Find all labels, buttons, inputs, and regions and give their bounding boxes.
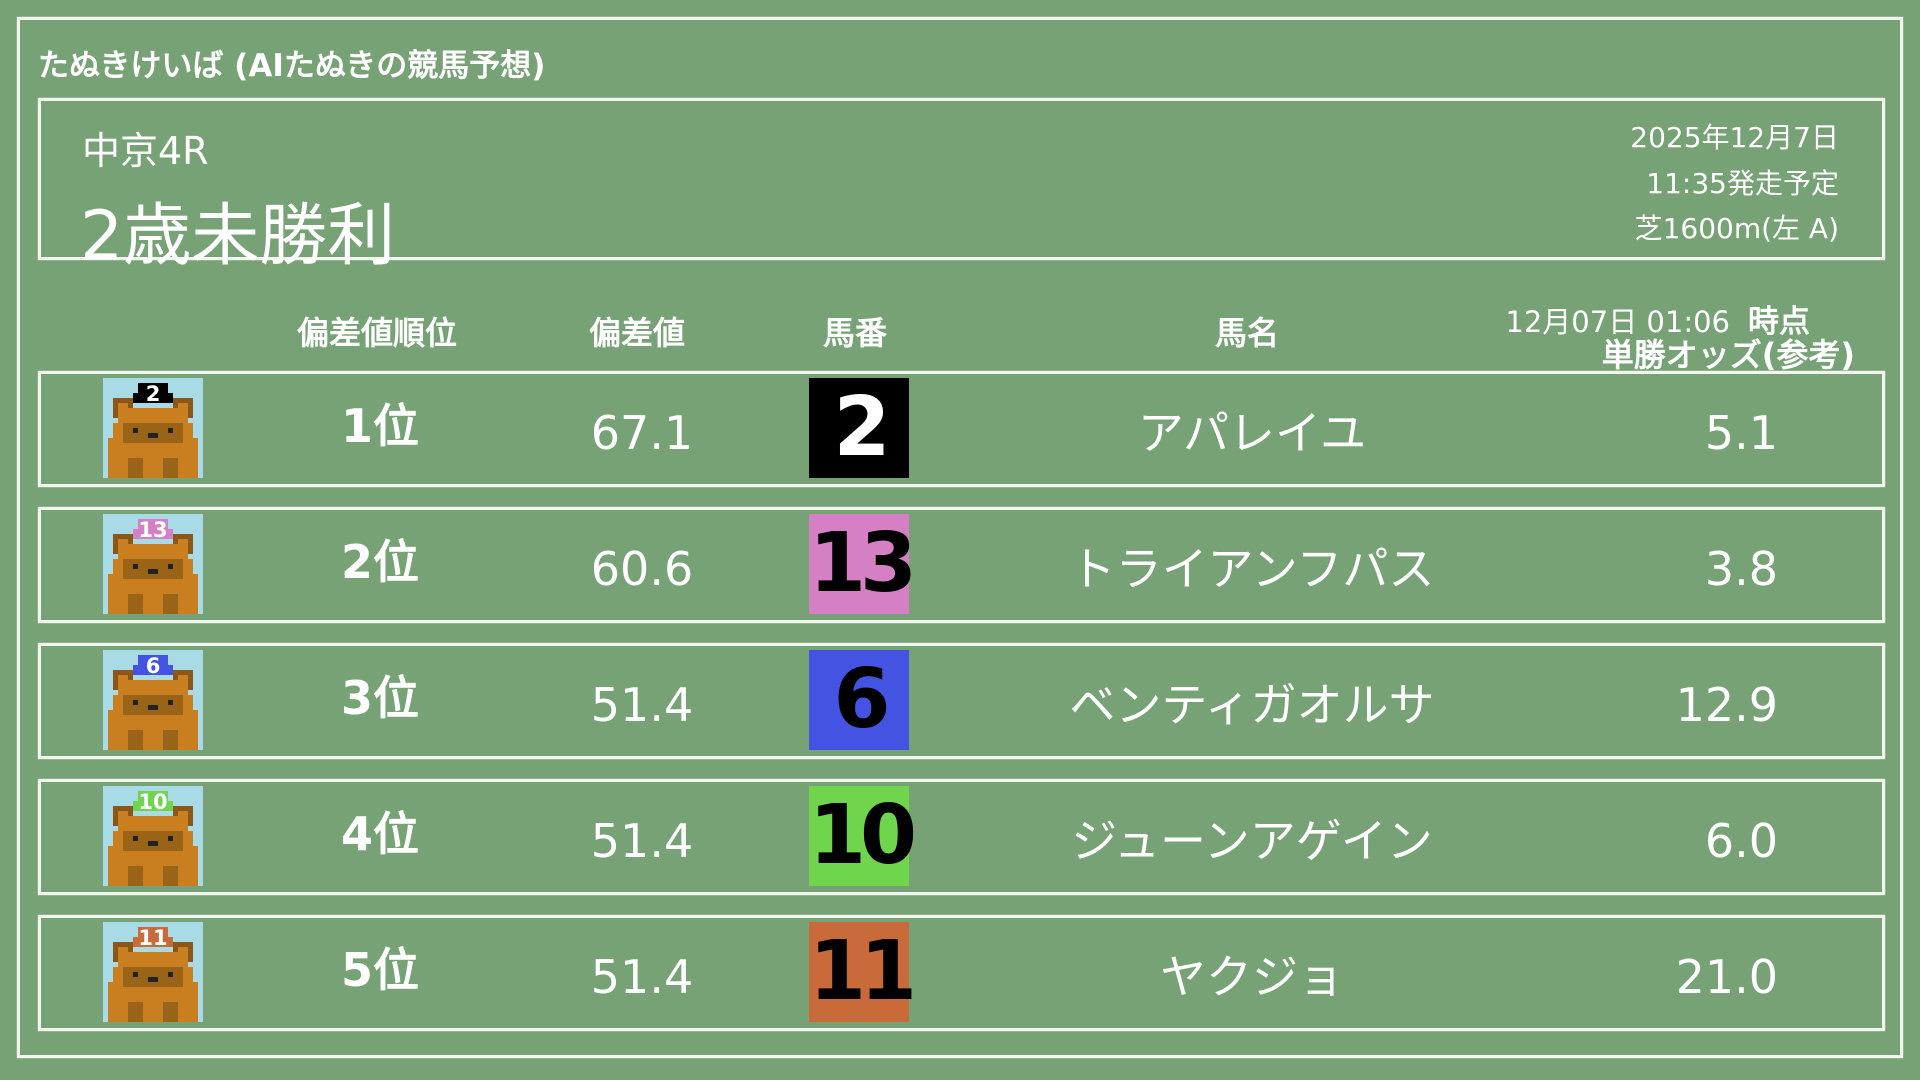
- score-value: 51.4: [590, 950, 694, 1004]
- app-title: たぬきけいば (AIたぬきの競馬予想): [38, 48, 546, 84]
- rank-value: 2位: [340, 535, 420, 589]
- svg-text:6: 6: [146, 654, 161, 678]
- rank-value: 3位: [340, 671, 420, 725]
- odds-value: 3.8: [1704, 542, 1778, 596]
- horse-number-badge: 11: [809, 922, 917, 1022]
- odds-timestamp: 12月07日 01:06 時点: [1505, 296, 1810, 341]
- race-course: 芝1600m(左 A): [1634, 212, 1839, 245]
- horse-name[interactable]: ヤクジョ: [1160, 950, 1344, 1004]
- table-row: 10 4位 51.4 10 ジューンアゲイン 6.0: [38, 779, 1885, 895]
- col-score: 偏差値: [588, 314, 686, 352]
- table-row: 11 5位 51.4 11 ヤクジョ 21.0: [38, 915, 1885, 1031]
- outer-frame: [17, 17, 1903, 1058]
- rank-value: 1位: [340, 399, 420, 453]
- rank-value: 5位: [340, 943, 420, 997]
- table-row: 2 1位 67.1 2 アパレイユ 5.1: [38, 371, 1885, 487]
- horse-number-badge: 13: [809, 514, 917, 614]
- col-number: 馬番: [822, 314, 888, 352]
- odds-value: 6.0: [1704, 814, 1778, 868]
- rank-value: 4位: [340, 807, 420, 861]
- horse-name[interactable]: トライアンフパス: [1069, 542, 1435, 596]
- tanuki-jockey-icon: 13: [103, 514, 203, 614]
- odds-time-suffix: 時点: [1748, 304, 1810, 340]
- tanuki-jockey-icon: 2: [103, 378, 203, 478]
- odds-time-value: 12月07日 01:06: [1505, 305, 1730, 339]
- horse-name[interactable]: アパレイユ: [1137, 406, 1367, 460]
- horse-number-badge: 10: [809, 786, 917, 886]
- svg-text:13: 13: [138, 518, 167, 542]
- horse-name[interactable]: ジューンアゲイン: [1071, 814, 1433, 868]
- race-name: 2歳未勝利: [80, 197, 396, 276]
- score-value: 51.4: [590, 678, 694, 732]
- score-value: 51.4: [590, 814, 694, 868]
- race-venue: 中京4R: [82, 129, 209, 173]
- svg-text:2: 2: [146, 382, 161, 406]
- race-date: 2025年12月7日: [1630, 121, 1839, 154]
- col-rank: 偏差値順位: [296, 314, 458, 352]
- col-name: 馬名: [1214, 314, 1280, 352]
- odds-value: 21.0: [1675, 950, 1778, 1004]
- table-row: 6 3位 51.4 6 ベンティガオルサ 12.9: [38, 643, 1885, 759]
- score-value: 60.6: [590, 542, 694, 596]
- horse-number-badge: 2: [809, 378, 909, 478]
- odds-value: 5.1: [1704, 406, 1778, 460]
- tanuki-jockey-icon: 6: [103, 650, 203, 750]
- tanuki-jockey-icon: 10: [103, 786, 203, 886]
- race-start-time: 11:35発走予定: [1646, 167, 1839, 200]
- col-odds: 単勝オッズ(参考): [1601, 336, 1855, 374]
- horse-name[interactable]: ベンティガオルサ: [1069, 678, 1435, 732]
- score-value: 67.1: [590, 406, 694, 460]
- table-row: 13 2位 60.6 13 トライアンフパス 3.8: [38, 507, 1885, 623]
- tanuki-jockey-icon: 11: [103, 922, 203, 1022]
- svg-text:10: 10: [138, 790, 167, 814]
- svg-text:11: 11: [138, 926, 167, 950]
- horse-number-badge: 6: [809, 650, 909, 750]
- odds-value: 12.9: [1675, 678, 1778, 732]
- race-header: [38, 98, 1885, 260]
